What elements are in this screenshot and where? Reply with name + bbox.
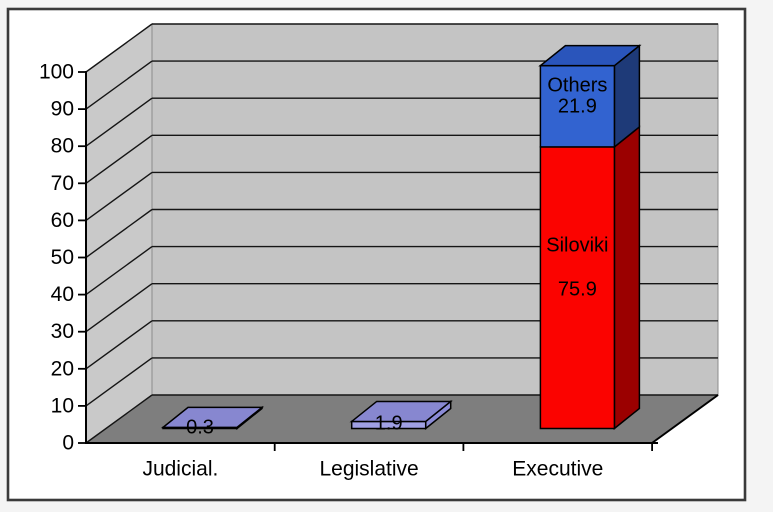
bar-segment-side	[613, 125, 641, 431]
category-label: Executive	[512, 458, 603, 481]
category-label: Legislative	[319, 458, 418, 481]
bar-series-label: Siloviki	[546, 235, 608, 257]
x-axis: Judicial. Legislative Executive	[85, 394, 719, 481]
y-tick-label: 80	[51, 135, 74, 158]
y-tick-label: 100	[39, 61, 74, 84]
bar-segment-top	[538, 44, 642, 67]
gridline-side	[85, 208, 153, 259]
y-tick-label: 0	[62, 432, 74, 455]
y-axis: 0 10 20 30 40 50 60 70 80 90 100	[39, 61, 87, 455]
x-axis-depth-line	[651, 394, 719, 444]
gridline-side	[85, 60, 153, 110]
bar-series-label: Others	[547, 74, 607, 96]
bar-value-label: 0.3	[186, 416, 214, 438]
gridline-side	[85, 23, 153, 73]
gridline-side	[85, 283, 153, 333]
bar-segment-front	[539, 146, 616, 430]
category-label: Judicial.	[142, 458, 218, 481]
gridline-side	[85, 320, 153, 370]
gridline-side	[85, 357, 153, 407]
bar-segment-front	[539, 64, 616, 148]
y-tick-label: 90	[51, 98, 74, 121]
bar-judicial-: 0.3	[160, 405, 265, 438]
y-tick-label: 30	[51, 320, 74, 343]
x-axis-ticks	[273, 443, 653, 451]
y-tick-label: 50	[51, 246, 74, 269]
bar-value-label: 75.9	[558, 279, 597, 301]
y-tick-label: 60	[51, 209, 74, 232]
bar-segment-top	[349, 400, 453, 423]
y-tick-label: 70	[51, 172, 74, 195]
gridline-side	[85, 171, 153, 221]
bar-value-label: 21.9	[558, 95, 597, 117]
y-tick-label: 10	[51, 394, 74, 417]
bar-value-label: 1.9	[375, 412, 403, 434]
y-axis-labels: 0 10 20 30 40 50 60 70 80 90 100	[39, 61, 74, 455]
gridline-side	[85, 134, 153, 184]
y-tick-label: 20	[51, 357, 74, 380]
bar-legislative: 1.9	[349, 399, 453, 434]
gridline-side	[85, 246, 153, 296]
y-tick-label: 40	[51, 283, 74, 306]
gridline-side	[85, 97, 153, 147]
x-axis-labels: Judicial. Legislative Executive	[142, 458, 603, 481]
bar-segment-top	[160, 406, 265, 429]
gridline-side	[85, 394, 153, 444]
y-axis-ticks	[78, 71, 86, 444]
